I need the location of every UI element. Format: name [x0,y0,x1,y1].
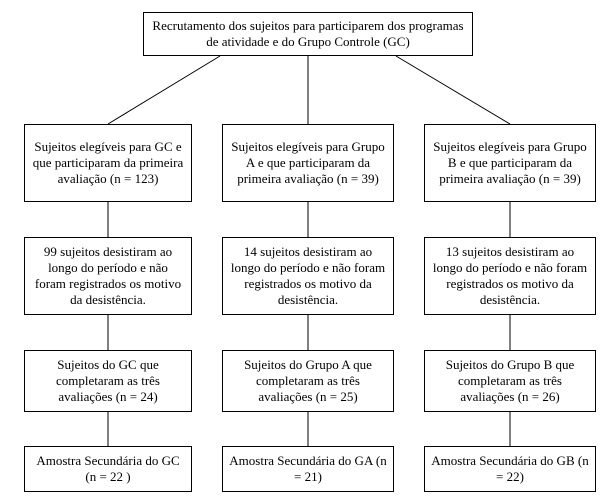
node-gb-secondary-sample: Amostra Secundária do GB (n = 22) [424,446,596,492]
node-gb-completed-text: Sujeitos do Grupo B que completaram as t… [431,357,589,406]
node-gb-eligible-text: Sujeitos elegíveis para Grupo B e que pa… [431,139,589,188]
node-ga-secondary-sample: Amostra Secundária do GA (n = 21) [222,446,394,492]
node-gc-dropout: 99 sujeitos desistiram ao longo do perío… [24,237,192,315]
node-ga-dropout: 14 sujeitos desistiram ao longo do perío… [222,237,394,315]
node-gb-dropout: 13 sujeitos desistiram ao longo do perío… [424,237,596,315]
node-ga-completed-text: Sujeitos do Grupo A que completaram as t… [229,357,387,406]
node-gc-secondary-sample: Amostra Secundária do GC (n = 22 ) [24,446,192,492]
node-gb-eligible: Sujeitos elegíveis para Grupo B e que pa… [424,124,596,202]
node-gc-eligible: Sujeitos elegíveis para GC e que partici… [24,124,192,202]
node-gc-eligible-text: Sujeitos elegíveis para GC e que partici… [31,139,185,188]
node-ga-eligible-text: Sujeitos elegíveis para Grupo A e que pa… [229,139,387,188]
node-gc-dropout-text: 99 sujeitos desistiram ao longo do perío… [31,244,185,309]
node-ga-eligible: Sujeitos elegíveis para Grupo A e que pa… [222,124,394,202]
node-gc-completed-text: Sujeitos do GC que completaram as três a… [31,357,185,406]
node-gb-completed: Sujeitos do Grupo B que completaram as t… [424,350,596,412]
node-gc-completed: Sujeitos do GC que completaram as três a… [24,350,192,412]
node-gb-dropout-text: 13 sujeitos desistiram ao longo do perío… [431,244,589,309]
node-ga-completed: Sujeitos do Grupo A que completaram as t… [222,350,394,412]
node-gc-secondary-text: Amostra Secundária do GC (n = 22 ) [31,453,185,486]
node-root-text: Recrutamento dos sujeitos para participa… [150,18,466,51]
flowchart-canvas: Recrutamento dos sujeitos para participa… [0,0,612,504]
node-root: Recrutamento dos sujeitos para participa… [143,12,473,56]
node-gb-secondary-text: Amostra Secundária do GB (n = 22) [431,453,589,486]
node-ga-secondary-text: Amostra Secundária do GA (n = 21) [229,453,387,486]
node-ga-dropout-text: 14 sujeitos desistiram ao longo do perío… [229,244,387,309]
